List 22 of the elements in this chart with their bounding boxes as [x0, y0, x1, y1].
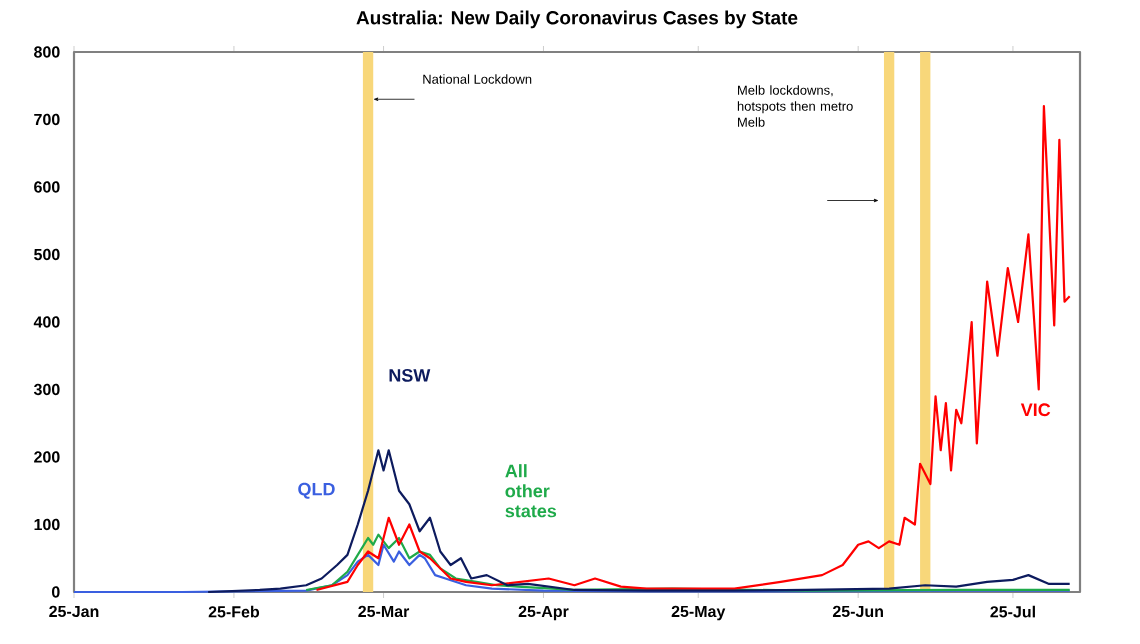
y-tick-label: 500 — [34, 248, 60, 261]
chart-title: Australia: New Daily Coronavirus Cases by State — [356, 10, 798, 29]
line-series — [207, 449, 1071, 594]
x-tick-label: 25-Jan — [49, 605, 99, 618]
x-tick-label: 25-Jun — [832, 605, 883, 618]
y-tick-label: 700 — [34, 113, 60, 126]
y-tick-label: 300 — [33, 383, 60, 396]
x-tick-label: 25-Jul — [990, 605, 1035, 618]
text: QLD — [298, 482, 335, 499]
y-tick-label: 800 — [34, 46, 60, 58]
y-tick-label: 0 — [51, 586, 60, 598]
text: NSW — [389, 368, 431, 382]
x-tick-label: 25-May — [671, 605, 726, 621]
y-tick-label: 100 — [34, 518, 60, 531]
x-tick-label: 25-Apr — [518, 605, 569, 621]
x-tick-label: 25-Mar — [358, 605, 410, 618]
y-tick-label: 400 — [33, 316, 60, 328]
y-tick-label: 600 — [34, 181, 60, 193]
x-tick-label: 25-Feb — [208, 605, 260, 618]
series-label: VIC — [1020, 403, 1051, 417]
text: All other states — [505, 464, 557, 518]
y-tick-label: 200 — [34, 451, 60, 463]
